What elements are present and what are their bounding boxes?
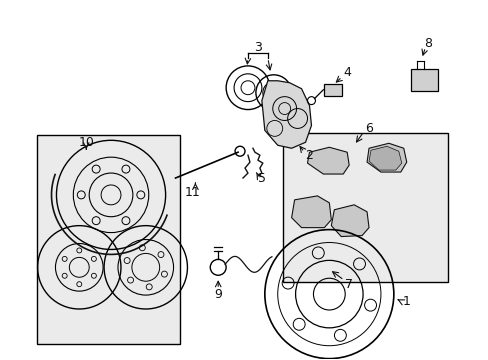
Text: 10: 10 <box>78 136 94 149</box>
Text: 1: 1 <box>402 294 410 307</box>
Bar <box>37 135 180 344</box>
Bar <box>282 133 447 282</box>
Polygon shape <box>262 81 311 148</box>
Text: 6: 6 <box>365 122 372 135</box>
Text: 7: 7 <box>345 278 352 291</box>
Bar <box>410 69 438 91</box>
Polygon shape <box>291 196 331 228</box>
Text: 3: 3 <box>253 41 261 54</box>
Bar <box>324 84 342 96</box>
Polygon shape <box>331 205 368 237</box>
Text: 4: 4 <box>343 66 350 79</box>
Polygon shape <box>368 146 401 170</box>
Text: 2: 2 <box>305 149 313 162</box>
Text: 11: 11 <box>184 186 200 199</box>
Polygon shape <box>307 147 348 174</box>
Polygon shape <box>366 143 406 172</box>
Text: 5: 5 <box>257 171 265 185</box>
Text: 8: 8 <box>424 37 432 50</box>
Text: 9: 9 <box>214 288 222 301</box>
